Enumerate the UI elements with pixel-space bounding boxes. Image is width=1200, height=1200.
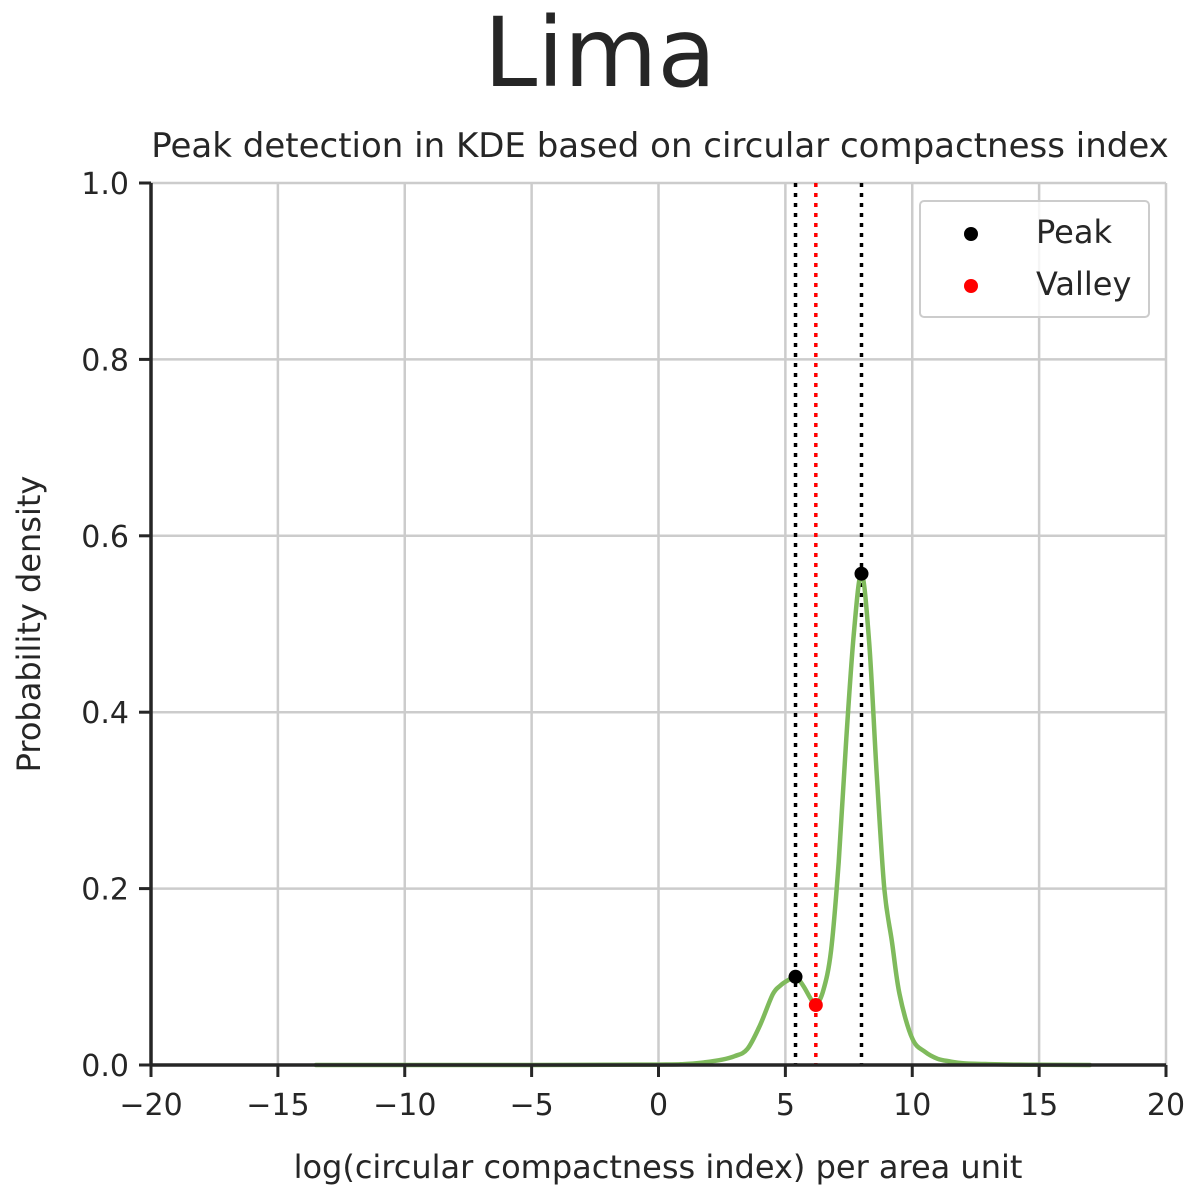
y-tick-label-5: 1.0 [81,167,129,202]
x-ticks: −20 −15 −10 −5 0 5 10 15 20 [119,1065,1185,1123]
chart-title: Peak detection in KDE based on circular … [151,126,1169,166]
kde-curve [313,571,1093,1068]
x-tick-label-0: −20 [119,1088,182,1123]
x-tick-label-1: −15 [246,1088,309,1123]
y-ticks: 0.0 0.2 0.4 0.6 0.8 1.0 [81,167,151,1084]
x-axis-label: log(circular compactness index) per area… [294,1148,1023,1186]
y-tick-label-1: 0.2 [81,873,129,908]
legend-valley-label: Valley [1036,265,1131,303]
y-tick-label-2: 0.4 [81,696,129,731]
x-tick-label-4: 0 [649,1088,668,1123]
y-tick-label-0: 0.0 [81,1049,129,1084]
x-tick-label-3: −5 [510,1088,554,1123]
legend-peak-marker [964,227,978,241]
x-tick-label-6: 10 [893,1088,931,1123]
y-tick-label-4: 0.8 [81,343,129,378]
peak-valley-lines [793,183,864,1065]
peak-point-0 [788,969,803,984]
x-tick-label-5: 5 [776,1088,795,1123]
x-tick-label-2: −10 [373,1088,436,1123]
valley-point-0 [808,998,823,1013]
peak-point-1 [854,566,869,581]
y-tick-label-3: 0.6 [81,520,129,555]
y-axis-label: Probability density [10,476,48,773]
x-tick-label-8: 20 [1147,1088,1185,1123]
peak-valley-markers [788,566,869,1013]
grid-lines [149,181,1168,1067]
chart-suptitle: Lima [484,0,717,109]
kde-curve-group [313,571,1093,1068]
legend: Peak Valley [919,200,1150,318]
x-tick-label-7: 15 [1020,1088,1058,1123]
legend-valley-marker [964,279,978,293]
legend-peak-label: Peak [1036,213,1112,251]
